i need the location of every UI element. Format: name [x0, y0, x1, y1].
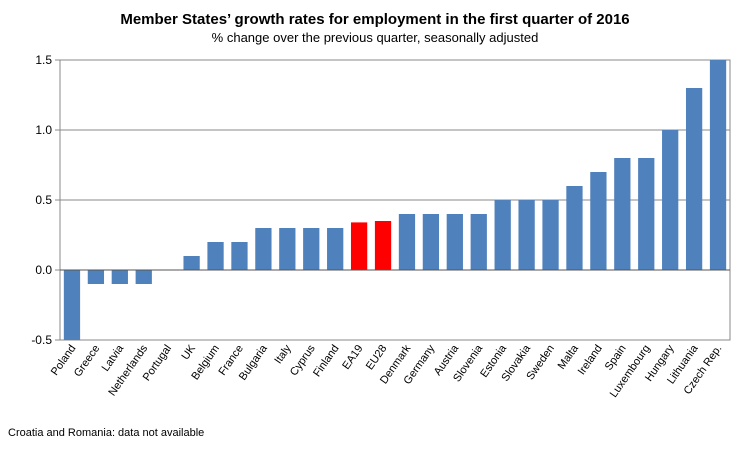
y-tick-label: -0.5 — [31, 333, 52, 347]
bar-bulgaria — [255, 228, 272, 270]
x-tick-label: UK — [179, 342, 198, 362]
bar-luxembourg — [638, 158, 655, 270]
bar-czech-rep- — [709, 60, 727, 270]
x-tick-label: Finland — [311, 343, 342, 379]
bar-greece — [87, 270, 105, 284]
bar-denmark — [398, 214, 416, 270]
y-axis: 1.5 1.0 0.5 0.0 -0.5 — [31, 53, 60, 347]
bars — [63, 60, 727, 340]
bar-ea19 — [350, 222, 368, 270]
bar-estonia — [494, 200, 511, 270]
x-tick-label: EA19 — [340, 343, 365, 372]
footnote: Croatia and Romania: data not available — [8, 427, 205, 439]
y-tick-label: 0.0 — [35, 263, 52, 277]
y-tick-label: 0.5 — [35, 193, 52, 207]
bar-sweden — [542, 200, 559, 270]
bar-slovenia — [470, 214, 487, 270]
bar-austria — [446, 214, 463, 270]
x-tick-label: Italy — [272, 342, 294, 366]
bar-hungary — [662, 130, 679, 270]
bar-france — [231, 242, 248, 270]
bar-lithuania — [685, 88, 703, 270]
y-tick-label: 1.5 — [35, 53, 52, 67]
bar-germany — [422, 214, 440, 270]
bar-eu28 — [374, 221, 392, 270]
bar-belgium — [207, 242, 224, 270]
bar-italy — [279, 228, 296, 270]
bar-slovakia — [518, 200, 535, 270]
bar-ireland — [590, 172, 607, 270]
chart-title: Member States’ growth rates for employme… — [120, 11, 630, 28]
bar-netherlands — [135, 270, 152, 284]
bar-finland — [327, 228, 344, 270]
x-tick-label: Greece — [72, 343, 103, 379]
bar-malta — [566, 186, 583, 270]
bar-cyprus — [303, 228, 320, 270]
x-tick-label: Ireland — [576, 343, 605, 377]
bar-spain — [614, 158, 631, 270]
bar-latvia — [111, 270, 128, 284]
bar-poland — [63, 270, 81, 340]
bar-uk — [183, 256, 200, 270]
chart-subtitle: % change over the previous quarter, seas… — [211, 30, 539, 45]
y-tick-label: 1.0 — [35, 123, 52, 137]
